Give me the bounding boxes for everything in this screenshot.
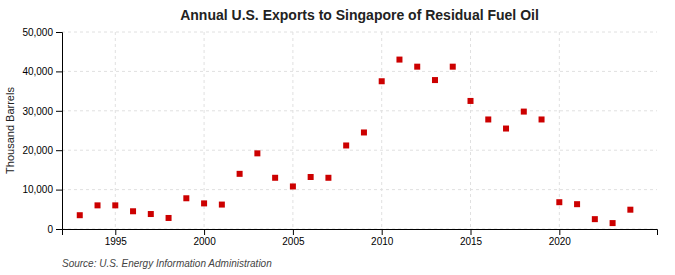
x-tick: 2015 <box>460 229 483 247</box>
point <box>95 202 101 208</box>
grid <box>62 32 657 229</box>
x-tick-label: 2005 <box>282 236 305 247</box>
y-tick-label: 30,000 <box>22 106 53 117</box>
x-tick-label: 1995 <box>105 236 128 247</box>
point <box>556 199 562 205</box>
y-tick-label: 50,000 <box>22 27 53 38</box>
y-tick-label: 10,000 <box>22 184 53 195</box>
grid-line-x <box>115 32 116 229</box>
y-tick-label: 40,000 <box>22 66 53 77</box>
point <box>485 116 491 122</box>
y-tick-mark <box>56 32 62 33</box>
y-tick: 10,000 <box>22 184 62 195</box>
point <box>468 98 474 104</box>
grid-line-x <box>381 32 382 229</box>
point <box>539 116 545 122</box>
y-tick: 20,000 <box>22 145 62 156</box>
x-tick-mark <box>471 229 472 235</box>
x-axis-line <box>63 230 658 236</box>
point <box>592 216 598 222</box>
point <box>325 175 331 181</box>
point <box>450 64 456 70</box>
point <box>166 215 172 221</box>
y-tick-label: 0 <box>47 224 53 235</box>
x-tick-mark <box>204 229 205 235</box>
point <box>77 212 83 218</box>
y-tick-mark <box>56 190 62 191</box>
x-tick: 1995 <box>105 229 128 247</box>
x-tick-mark <box>559 229 560 235</box>
x-tick-label: 2010 <box>371 236 394 247</box>
point <box>414 64 420 70</box>
grid-line-y <box>62 189 657 190</box>
x-tick-label: 2015 <box>460 236 483 247</box>
grid-line-y <box>62 110 657 111</box>
x-tick: 2020 <box>549 229 572 247</box>
point <box>183 195 189 201</box>
y-tick: 50,000 <box>22 27 62 38</box>
point <box>308 174 314 180</box>
x-tick-mark <box>293 229 294 235</box>
point <box>254 150 260 156</box>
y-tick: 30,000 <box>22 106 62 117</box>
y-tick-mark <box>56 229 62 230</box>
points <box>77 57 634 227</box>
x-tick-mark <box>382 229 383 235</box>
y-axis: 0 10,000 20,000 30,000 40,000 50,000 <box>22 27 62 235</box>
x-tick-label: 2020 <box>549 236 572 247</box>
point <box>219 202 225 208</box>
point <box>503 126 509 132</box>
grid-line-x <box>292 32 293 229</box>
y-tick: 40,000 <box>22 66 62 77</box>
x-axis: 1995 2000 2005 2010 2015 2020 <box>63 229 658 247</box>
y-tick-mark <box>56 150 62 151</box>
point <box>343 142 349 148</box>
grid-line-y <box>62 71 657 72</box>
point <box>610 220 616 226</box>
point <box>432 77 438 83</box>
point <box>361 129 367 135</box>
title: Annual U.S. Exports to Singapore of Resi… <box>180 7 539 23</box>
grid-line-x <box>204 32 205 229</box>
y-tick-mark <box>56 71 62 72</box>
y-axis-title: Thousand Barrels <box>4 87 16 174</box>
grid-line-x <box>470 32 471 229</box>
y-axis-line <box>56 33 63 230</box>
plot-area: 1995 2000 2005 2010 2015 2020 0 10,000 20,000 30,… <box>22 27 657 247</box>
point <box>201 200 207 206</box>
x-tick: 2000 <box>193 229 216 247</box>
point <box>237 171 243 177</box>
point <box>272 175 278 181</box>
point <box>396 57 402 63</box>
source-note: Source: U.S. Energy Information Administ… <box>62 258 272 269</box>
point <box>148 211 154 217</box>
point <box>574 201 580 207</box>
point <box>627 207 633 213</box>
x-tick-mark <box>115 229 116 235</box>
x-tick: 2005 <box>282 229 305 247</box>
y-tick-label: 20,000 <box>22 145 53 156</box>
y-tick: 0 <box>47 224 62 235</box>
point <box>130 208 136 214</box>
chart: 1995 2000 2005 2010 2015 2020 0 10,000 20,000 30,… <box>0 0 675 275</box>
point <box>290 183 296 189</box>
x-tick: 2010 <box>371 229 394 247</box>
x-tick-label: 2000 <box>193 236 216 247</box>
point <box>112 202 118 208</box>
y-tick-mark <box>56 111 62 112</box>
grid-line-y <box>62 150 657 151</box>
point <box>521 109 527 115</box>
grid-line-y <box>62 32 657 33</box>
point <box>379 78 385 84</box>
